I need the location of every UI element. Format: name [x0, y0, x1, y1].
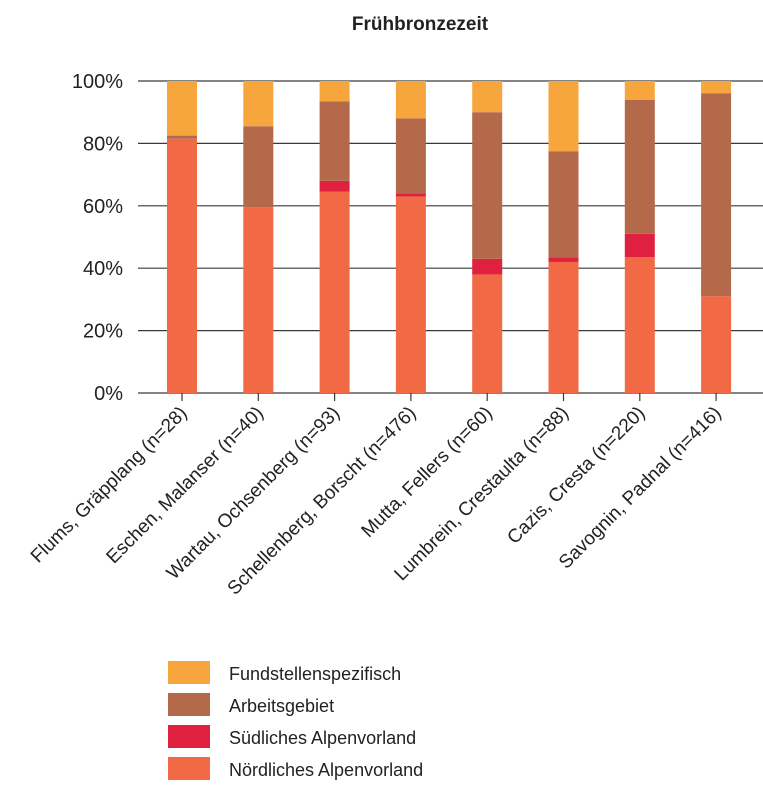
legend: Fundstellenspezifisch Arbeitsgebiet Südlic… [168, 661, 423, 780]
bar-segment [319, 81, 350, 102]
legend-swatch [168, 725, 210, 748]
y-tick-label: 60% [83, 196, 123, 218]
bar-segment [548, 257, 579, 262]
bar-segment [395, 118, 426, 194]
bar-segment [319, 191, 350, 393]
bar-segment [701, 93, 732, 297]
bar-segment [472, 81, 503, 113]
bar-segment [548, 151, 579, 258]
bar-segment [395, 196, 426, 393]
legend-swatch [168, 661, 210, 684]
bar-segment [167, 138, 197, 393]
x-tick-label: Savognin, Padnal (n=416) [555, 403, 726, 574]
y-tick-label: 80% [83, 133, 123, 155]
bar-segment [701, 296, 732, 393]
legend-swatch [168, 757, 210, 780]
bar-segment [243, 126, 274, 208]
bars [167, 81, 732, 393]
y-tick-label: 20% [83, 321, 123, 343]
bar-segment [167, 135, 197, 139]
y-tick-label: 100% [72, 71, 123, 93]
bar-segment [243, 207, 274, 393]
bar-segment [548, 81, 579, 152]
bar-segment [624, 257, 655, 393]
bar-segment [395, 81, 426, 119]
bar-segment [319, 101, 350, 181]
bar-segment [472, 274, 503, 393]
bar-segment [319, 180, 350, 192]
bar-segment [472, 258, 503, 275]
legend-label: Nördliches Alpenvorland [229, 760, 423, 780]
bar-segment [624, 81, 655, 100]
chart-title: Frühbronzezeit [352, 14, 489, 35]
x-tick-label: Eschen, Malanser (n=40) [103, 403, 268, 568]
y-tick-label: 0% [94, 383, 123, 405]
bar-segment [624, 233, 655, 258]
x-tick-label: Cazis, Cresta (n=220) [503, 403, 649, 549]
bar-segment [548, 261, 579, 393]
y-tick-label: 40% [83, 258, 123, 280]
legend-label: Südliches Alpenvorland [229, 728, 416, 748]
bar-segment [243, 81, 274, 127]
bar-segment [701, 81, 732, 94]
bar-segment [167, 81, 197, 136]
x-tick-label: Mutta, Fellers (n=60) [358, 403, 497, 542]
bar-segment [395, 193, 426, 197]
bar-segment [624, 99, 655, 234]
y-axis: 0% 20% 40% 60% 80% 100% [72, 71, 123, 405]
legend-label: Fundstellenspezifisch [229, 664, 401, 684]
legend-swatch [168, 693, 210, 716]
bar-segment [472, 112, 503, 259]
x-axis: Flums, Gräpplang (n=28)Eschen, Malanser … [27, 393, 726, 599]
legend-label: Arbeitsgebiet [229, 696, 334, 716]
gridlines [138, 80, 763, 394]
x-tick-label: Flums, Gräpplang (n=28) [27, 403, 192, 568]
